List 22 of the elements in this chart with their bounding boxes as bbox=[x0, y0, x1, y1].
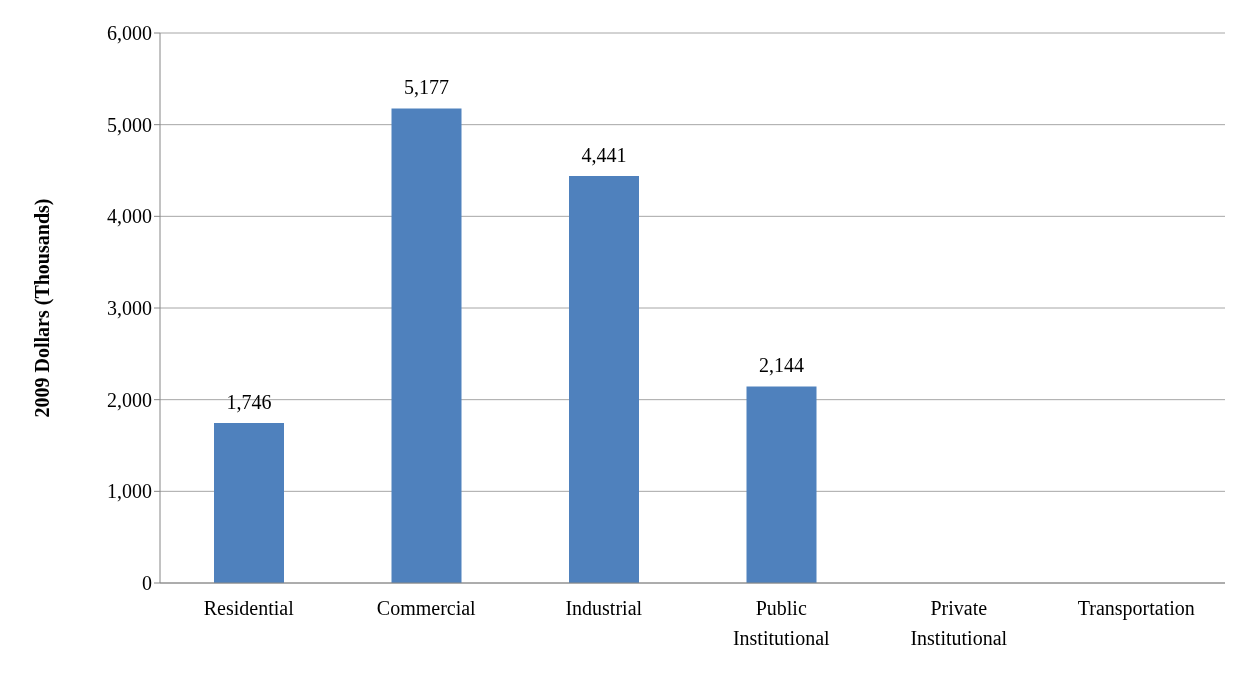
y-axis-title: 2009 Dollars (Thousands) bbox=[31, 198, 55, 418]
y-tick-label: 0 bbox=[142, 572, 152, 595]
data-label: 1,746 bbox=[226, 390, 272, 413]
y-tick-label: 6,000 bbox=[107, 22, 152, 45]
y-tick-label: 2,000 bbox=[107, 388, 152, 411]
data-label: 5,177 bbox=[404, 76, 449, 99]
bar bbox=[746, 386, 817, 583]
x-tick-label: Public Institutional bbox=[732, 597, 831, 649]
bar bbox=[214, 422, 284, 583]
data-label: 4,441 bbox=[581, 143, 627, 166]
x-tick-label: Transportation bbox=[1077, 597, 1195, 620]
x-tick-label: Industrial bbox=[565, 597, 643, 619]
x-tick-label: Commercial bbox=[376, 597, 477, 619]
y-tick-label: 1,000 bbox=[107, 480, 152, 503]
bar bbox=[391, 108, 462, 583]
y-tick-label: 5,000 bbox=[107, 113, 152, 136]
x-tick-label: Residential bbox=[203, 597, 295, 619]
data-label: 2,144 bbox=[759, 354, 804, 377]
y-tick-label: 4,000 bbox=[107, 205, 152, 228]
bar bbox=[569, 175, 639, 583]
x-tick-label: Private Institutional bbox=[910, 597, 1008, 649]
y-tick-label: 3,000 bbox=[107, 297, 152, 320]
